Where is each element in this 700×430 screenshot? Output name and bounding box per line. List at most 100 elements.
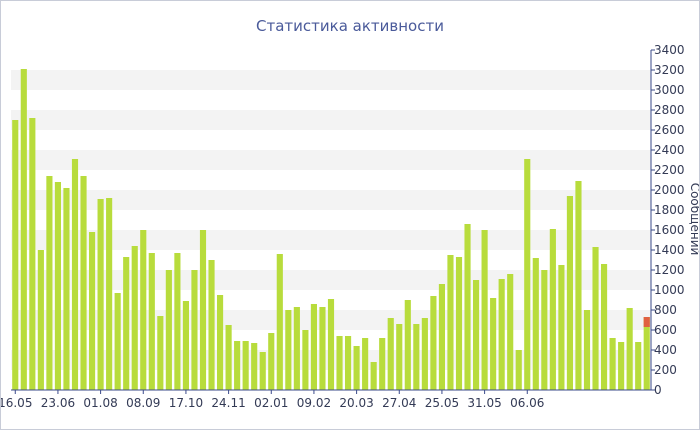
bar — [481, 230, 488, 390]
bar — [447, 255, 454, 390]
bar — [438, 284, 445, 390]
bar — [114, 293, 121, 390]
x-tick-label: 20.03 — [339, 396, 373, 410]
bar — [327, 299, 335, 390]
bar — [566, 196, 573, 390]
bar — [46, 176, 53, 390]
bar — [532, 258, 539, 390]
bar — [515, 350, 522, 390]
y-tick-label: 3400 — [654, 43, 685, 57]
bar — [225, 325, 232, 390]
bar — [362, 338, 369, 390]
bar — [310, 304, 317, 390]
bar — [37, 250, 44, 390]
x-tick-label: 25.05 — [425, 396, 459, 410]
grid-band — [11, 150, 651, 170]
bar — [549, 229, 556, 390]
bar — [20, 69, 27, 390]
y-tick-label: 2800 — [654, 103, 685, 117]
bar — [430, 296, 437, 390]
x-tick-label: 24.11 — [211, 396, 245, 410]
y-tick-label: 3200 — [654, 63, 685, 77]
bar — [285, 310, 292, 390]
bar — [618, 342, 625, 390]
y-tick-label: 1200 — [654, 263, 685, 277]
bar — [302, 330, 309, 390]
bar — [182, 301, 189, 390]
bar — [80, 176, 87, 390]
bar — [541, 270, 548, 390]
bar — [174, 253, 181, 390]
bar — [600, 264, 608, 390]
bar — [106, 198, 113, 390]
y-tick-label: 200 — [654, 363, 677, 377]
bar — [157, 316, 164, 390]
x-tick-label: 31.05 — [467, 396, 501, 410]
bar — [558, 265, 565, 390]
x-tick-label: 23.06 — [41, 396, 75, 410]
y-tick-label: 2000 — [654, 183, 685, 197]
y-tick-label: 400 — [654, 343, 677, 357]
bar — [131, 246, 138, 390]
bar — [123, 257, 130, 390]
bar — [268, 333, 275, 390]
x-tick-label: 09.02 — [297, 396, 331, 410]
y-tick-label: 1000 — [654, 283, 685, 297]
bar — [353, 346, 360, 390]
grid-band — [11, 230, 651, 250]
chart-title: Статистика активности — [256, 17, 444, 35]
y-tick-label: 1800 — [654, 203, 685, 217]
y-tick-label: 0 — [654, 383, 662, 397]
bar — [626, 308, 633, 390]
bar — [293, 307, 300, 390]
bar — [635, 342, 642, 390]
bar — [379, 338, 386, 390]
bar — [63, 188, 70, 390]
bar — [396, 324, 403, 390]
y-tick-labels: 0 200 400 600 800 1000 1200 1400 1600 1800 2000 220… — [651, 43, 685, 397]
grid-band — [11, 70, 651, 90]
bar — [498, 279, 505, 390]
bar — [524, 159, 531, 390]
bar — [643, 317, 650, 390]
x-tick-label: 08.09 — [126, 396, 160, 410]
bar — [507, 274, 514, 390]
x-tick-label: 02.01 — [254, 396, 288, 410]
bar — [404, 300, 411, 390]
bar — [234, 341, 241, 390]
bar — [336, 336, 343, 390]
x-tick-label: 17.10 — [169, 396, 203, 410]
y-tick-label: 1400 — [654, 243, 685, 257]
y-tick-label: 2200 — [654, 163, 685, 177]
bar — [191, 270, 198, 390]
bar — [242, 341, 249, 390]
bar — [88, 232, 96, 390]
x-tick-label: 16.05 — [1, 396, 32, 410]
bar — [251, 343, 258, 390]
bar — [575, 181, 582, 390]
bar-highlight-cap — [643, 317, 650, 327]
bar — [165, 270, 172, 390]
y-axis-label: Сообщений — [688, 183, 699, 256]
y-tick-label: 2400 — [654, 143, 685, 157]
bar — [276, 254, 283, 390]
bar — [12, 120, 19, 390]
bar — [583, 310, 591, 390]
grid-band — [11, 190, 651, 210]
x-tick-labels: 16.05 23.06 01.08 08.09 17.10 24.11 02.01 09.02… — [1, 390, 544, 410]
bar — [216, 295, 224, 390]
bar-series — [12, 69, 650, 390]
bar — [259, 352, 266, 390]
bar — [490, 298, 497, 390]
bar — [344, 336, 352, 390]
y-tick-label: 1600 — [654, 223, 685, 237]
bar — [413, 324, 420, 390]
bar — [592, 247, 599, 390]
bar — [71, 159, 79, 390]
y-tick-label: 2600 — [654, 123, 685, 137]
bar — [455, 257, 463, 390]
bar — [421, 318, 428, 390]
grid-band — [11, 110, 651, 130]
